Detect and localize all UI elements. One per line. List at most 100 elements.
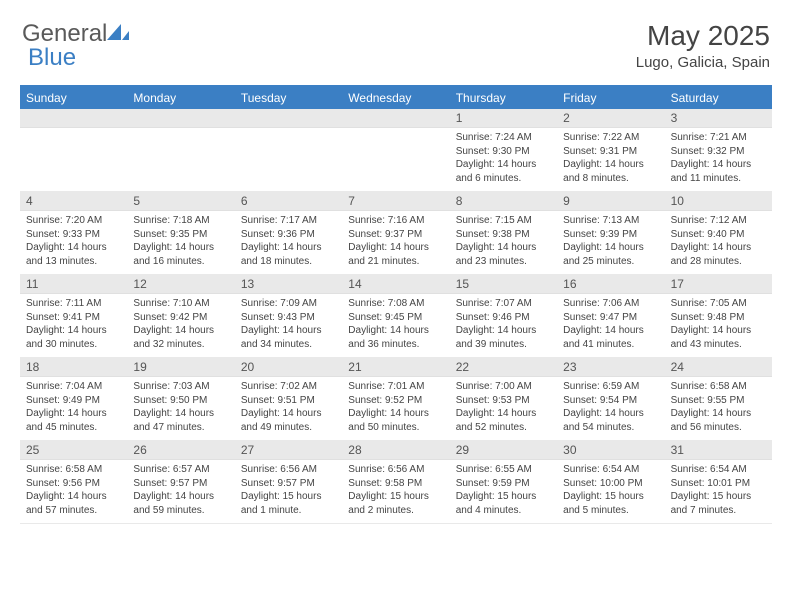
sunrise-line: Sunrise: 7:03 AM: [133, 380, 228, 394]
weekday-header: Saturday: [665, 87, 772, 109]
sunset-line: Sunset: 9:42 PM: [133, 311, 228, 325]
sunset-line: Sunset: 9:46 PM: [456, 311, 551, 325]
sunrise-line: Sunrise: 7:06 AM: [563, 297, 658, 311]
day-detail-cell: Sunrise: 7:08 AMSunset: 9:45 PMDaylight:…: [342, 294, 449, 358]
day-number-cell: [235, 109, 342, 128]
day-number-cell: 23: [557, 358, 664, 377]
day-detail-cell: Sunrise: 7:00 AMSunset: 9:53 PMDaylight:…: [450, 377, 557, 441]
logo-text-blue: Blue: [28, 44, 76, 72]
day-detail-row: Sunrise: 7:04 AMSunset: 9:49 PMDaylight:…: [20, 377, 772, 441]
calendar: SundayMondayTuesdayWednesdayThursdayFrid…: [20, 85, 772, 524]
sunrise-line: Sunrise: 7:12 AM: [671, 214, 766, 228]
sunrise-line: Sunrise: 6:56 AM: [241, 463, 336, 477]
day-detail-row: Sunrise: 7:24 AMSunset: 9:30 PMDaylight:…: [20, 128, 772, 192]
day-detail-cell: Sunrise: 7:05 AMSunset: 9:48 PMDaylight:…: [665, 294, 772, 358]
sunrise-line: Sunrise: 7:07 AM: [456, 297, 551, 311]
daylight-line: Daylight: 15 hours and 2 minutes.: [348, 490, 443, 517]
sunrise-line: Sunrise: 7:22 AM: [563, 131, 658, 145]
daylight-line: Daylight: 14 hours and 32 minutes.: [133, 324, 228, 351]
sunrise-line: Sunrise: 7:16 AM: [348, 214, 443, 228]
day-number-cell: 30: [557, 441, 664, 460]
day-number-cell: 28: [342, 441, 449, 460]
weekday-header: Tuesday: [235, 87, 342, 109]
sunrise-line: Sunrise: 6:58 AM: [26, 463, 121, 477]
day-detail-cell: Sunrise: 7:11 AMSunset: 9:41 PMDaylight:…: [20, 294, 127, 358]
sunrise-line: Sunrise: 6:57 AM: [133, 463, 228, 477]
daylight-line: Daylight: 14 hours and 41 minutes.: [563, 324, 658, 351]
logo-sail-icon: [107, 22, 129, 47]
day-number-cell: 14: [342, 275, 449, 294]
sunset-line: Sunset: 9:38 PM: [456, 228, 551, 242]
day-number-cell: 29: [450, 441, 557, 460]
day-detail-cell: Sunrise: 7:06 AMSunset: 9:47 PMDaylight:…: [557, 294, 664, 358]
sunset-line: Sunset: 9:39 PM: [563, 228, 658, 242]
day-detail-cell: Sunrise: 7:07 AMSunset: 9:46 PMDaylight:…: [450, 294, 557, 358]
day-number-cell: 1: [450, 109, 557, 128]
day-detail-cell: Sunrise: 6:54 AMSunset: 10:01 PMDaylight…: [665, 460, 772, 524]
day-detail-row: Sunrise: 7:11 AMSunset: 9:41 PMDaylight:…: [20, 294, 772, 358]
daylight-line: Daylight: 14 hours and 52 minutes.: [456, 407, 551, 434]
daylight-line: Daylight: 14 hours and 45 minutes.: [26, 407, 121, 434]
day-number-cell: 18: [20, 358, 127, 377]
daylight-line: Daylight: 14 hours and 43 minutes.: [671, 324, 766, 351]
daylight-line: Daylight: 14 hours and 57 minutes.: [26, 490, 121, 517]
day-detail-row: Sunrise: 7:20 AMSunset: 9:33 PMDaylight:…: [20, 211, 772, 275]
day-detail-cell: Sunrise: 7:24 AMSunset: 9:30 PMDaylight:…: [450, 128, 557, 192]
sunset-line: Sunset: 9:30 PM: [456, 145, 551, 159]
day-detail-cell: Sunrise: 7:01 AMSunset: 9:52 PMDaylight:…: [342, 377, 449, 441]
day-detail-cell: Sunrise: 7:13 AMSunset: 9:39 PMDaylight:…: [557, 211, 664, 275]
day-number-cell: 20: [235, 358, 342, 377]
daylight-line: Daylight: 14 hours and 8 minutes.: [563, 158, 658, 185]
day-number-cell: 24: [665, 358, 772, 377]
sunset-line: Sunset: 9:57 PM: [241, 477, 336, 491]
daylight-line: Daylight: 14 hours and 39 minutes.: [456, 324, 551, 351]
daylight-line: Daylight: 14 hours and 6 minutes.: [456, 158, 551, 185]
day-number-cell: [20, 109, 127, 128]
day-number-row: 11121314151617: [20, 275, 772, 294]
daylight-line: Daylight: 14 hours and 54 minutes.: [563, 407, 658, 434]
sunset-line: Sunset: 9:58 PM: [348, 477, 443, 491]
day-number-cell: 26: [127, 441, 234, 460]
daylight-line: Daylight: 15 hours and 7 minutes.: [671, 490, 766, 517]
sunrise-line: Sunrise: 7:15 AM: [456, 214, 551, 228]
daylight-line: Daylight: 14 hours and 16 minutes.: [133, 241, 228, 268]
daylight-line: Daylight: 15 hours and 1 minute.: [241, 490, 336, 517]
day-number-cell: 5: [127, 192, 234, 211]
day-number-cell: 25: [20, 441, 127, 460]
sunset-line: Sunset: 9:59 PM: [456, 477, 551, 491]
sunrise-line: Sunrise: 7:05 AM: [671, 297, 766, 311]
sunset-line: Sunset: 9:52 PM: [348, 394, 443, 408]
day-detail-cell: Sunrise: 7:09 AMSunset: 9:43 PMDaylight:…: [235, 294, 342, 358]
sunrise-line: Sunrise: 6:58 AM: [671, 380, 766, 394]
sunset-line: Sunset: 9:43 PM: [241, 311, 336, 325]
day-number-cell: 22: [450, 358, 557, 377]
day-number-cell: 16: [557, 275, 664, 294]
sunrise-line: Sunrise: 6:55 AM: [456, 463, 551, 477]
location: Lugo, Galicia, Spain: [636, 54, 770, 71]
daylight-line: Daylight: 14 hours and 50 minutes.: [348, 407, 443, 434]
daylight-line: Daylight: 15 hours and 5 minutes.: [563, 490, 658, 517]
day-number-cell: 3: [665, 109, 772, 128]
day-number-cell: 15: [450, 275, 557, 294]
day-detail-cell: Sunrise: 6:58 AMSunset: 9:56 PMDaylight:…: [20, 460, 127, 524]
weekday-header: Thursday: [450, 87, 557, 109]
daylight-line: Daylight: 14 hours and 30 minutes.: [26, 324, 121, 351]
day-number-cell: 13: [235, 275, 342, 294]
sunrise-line: Sunrise: 7:13 AM: [563, 214, 658, 228]
daylight-line: Daylight: 14 hours and 56 minutes.: [671, 407, 766, 434]
month-title: May 2025: [636, 20, 770, 52]
daylight-line: Daylight: 14 hours and 59 minutes.: [133, 490, 228, 517]
day-detail-cell: Sunrise: 7:10 AMSunset: 9:42 PMDaylight:…: [127, 294, 234, 358]
day-number-cell: [342, 109, 449, 128]
sunset-line: Sunset: 9:55 PM: [671, 394, 766, 408]
day-number-cell: 17: [665, 275, 772, 294]
day-detail-cell: Sunrise: 6:57 AMSunset: 9:57 PMDaylight:…: [127, 460, 234, 524]
sunrise-line: Sunrise: 7:10 AM: [133, 297, 228, 311]
daylight-line: Daylight: 14 hours and 25 minutes.: [563, 241, 658, 268]
sunset-line: Sunset: 9:36 PM: [241, 228, 336, 242]
daylight-line: Daylight: 14 hours and 13 minutes.: [26, 241, 121, 268]
day-detail-cell: Sunrise: 7:22 AMSunset: 9:31 PMDaylight:…: [557, 128, 664, 192]
day-number-cell: 21: [342, 358, 449, 377]
sunrise-line: Sunrise: 7:00 AM: [456, 380, 551, 394]
sunrise-line: Sunrise: 6:56 AM: [348, 463, 443, 477]
